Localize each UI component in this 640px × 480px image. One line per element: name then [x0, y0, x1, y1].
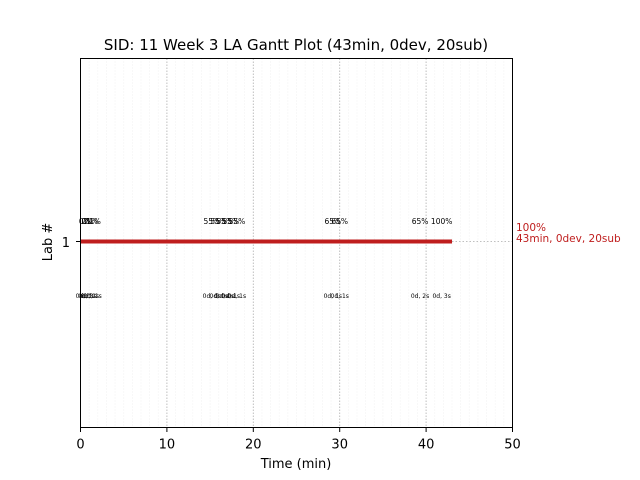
x-tick-label: 40 — [418, 438, 435, 453]
submission-percent-label: 55% — [229, 217, 246, 226]
plot-frame — [80, 58, 513, 428]
submission-detail-label: 0d, 0s — [210, 293, 228, 300]
y-axis-label: Lab # — [41, 223, 56, 262]
submission-percent-label: 55% — [203, 217, 220, 226]
submission-detail-label: 0d, 3s — [432, 293, 450, 300]
submission-detail-label: 0d, 1s — [324, 293, 342, 300]
x-axis-ticks: 0 10 20 30 40 50 — [76, 427, 521, 453]
submission-percent-label: 21% — [82, 217, 99, 226]
chart-title: SID: 11 Week 3 LA Gantt Plot (43min, 0de… — [104, 36, 488, 54]
submission-detail-label: 0d, 1s — [228, 293, 246, 300]
submission-percent-label: 55% — [216, 217, 233, 226]
submission-detail-label: 0d, 1s — [222, 293, 240, 300]
submission-detail-label: 0d, 0s — [216, 293, 234, 300]
submission-detail-label: 0d, 0s — [203, 293, 221, 300]
submission-detail-label: 0d, 1s — [81, 293, 99, 300]
submission-detail-label: 0d, 2s — [411, 293, 429, 300]
submission-detail-label: 0d, 0s — [78, 293, 96, 300]
x-axis-label: Time (min) — [260, 457, 332, 472]
end-annotation-percent: 100% — [516, 222, 546, 234]
end-annotation-summary: 43min, 0dev, 20sub — [516, 233, 621, 245]
gantt-bar-lab-1 — [80, 239, 453, 244]
submission-percent-label: 65% — [331, 217, 348, 226]
x-tick-label: 10 — [159, 438, 176, 453]
submission-detail-label: 0d, 1s — [331, 293, 349, 300]
submission-percent-label: 55% — [223, 217, 240, 226]
submission-percent-label: 65% — [324, 217, 341, 226]
submission-percent-label: 65% — [412, 217, 429, 226]
x-tick-label: 20 — [245, 438, 262, 453]
submission-detail-label: 0d, 0s — [76, 293, 94, 300]
submission-percent-label: 55% — [210, 217, 227, 226]
x-tick-label: 0 — [76, 438, 84, 453]
submission-percent-label: 0% — [79, 217, 91, 226]
x-tick-label: 30 — [331, 438, 348, 453]
submission-percent-label: 100% — [431, 217, 452, 226]
submission-detail-label: 0d, 1s — [83, 293, 101, 300]
submission-percent-label: 0% — [81, 217, 93, 226]
x-tick-label: 50 — [504, 438, 521, 453]
submission-percent-label: 21% — [84, 217, 101, 226]
y-tick-label-lab-1: 1 — [62, 236, 70, 251]
